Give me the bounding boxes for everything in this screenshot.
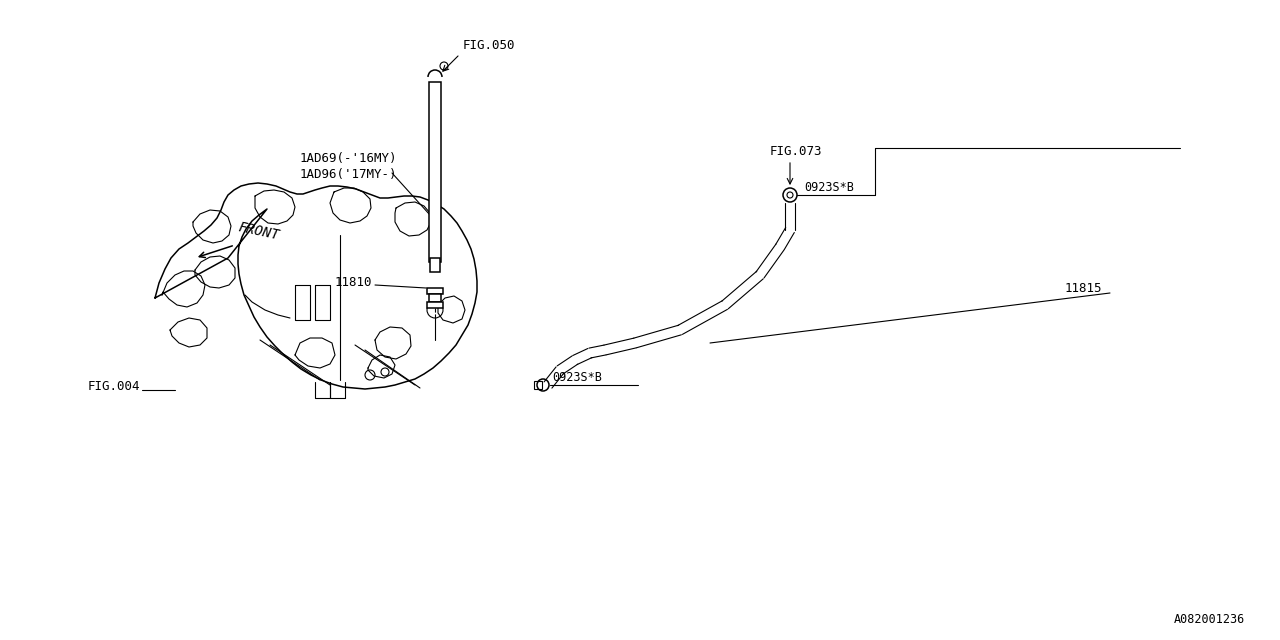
Text: 0923S*B: 0923S*B bbox=[552, 371, 602, 384]
Text: 11815: 11815 bbox=[1065, 282, 1102, 295]
Text: A082001236: A082001236 bbox=[1174, 613, 1245, 626]
Bar bbox=[534, 381, 541, 389]
Text: 0923S*B: 0923S*B bbox=[804, 181, 854, 194]
Text: 11810: 11810 bbox=[335, 275, 372, 289]
Text: 1AD69(-'16MY): 1AD69(-'16MY) bbox=[300, 152, 398, 165]
Bar bbox=[428, 288, 443, 294]
Text: FIG.073: FIG.073 bbox=[771, 145, 823, 158]
Text: FIG.050: FIG.050 bbox=[463, 39, 516, 52]
Text: FIG.004: FIG.004 bbox=[88, 380, 141, 392]
Bar bbox=[428, 302, 443, 308]
Polygon shape bbox=[155, 183, 477, 389]
Bar bbox=[429, 294, 442, 302]
Text: 1AD96('17MY-): 1AD96('17MY-) bbox=[300, 168, 398, 181]
Text: FRONT: FRONT bbox=[237, 221, 280, 243]
Bar bbox=[430, 258, 440, 272]
Bar bbox=[429, 82, 442, 262]
